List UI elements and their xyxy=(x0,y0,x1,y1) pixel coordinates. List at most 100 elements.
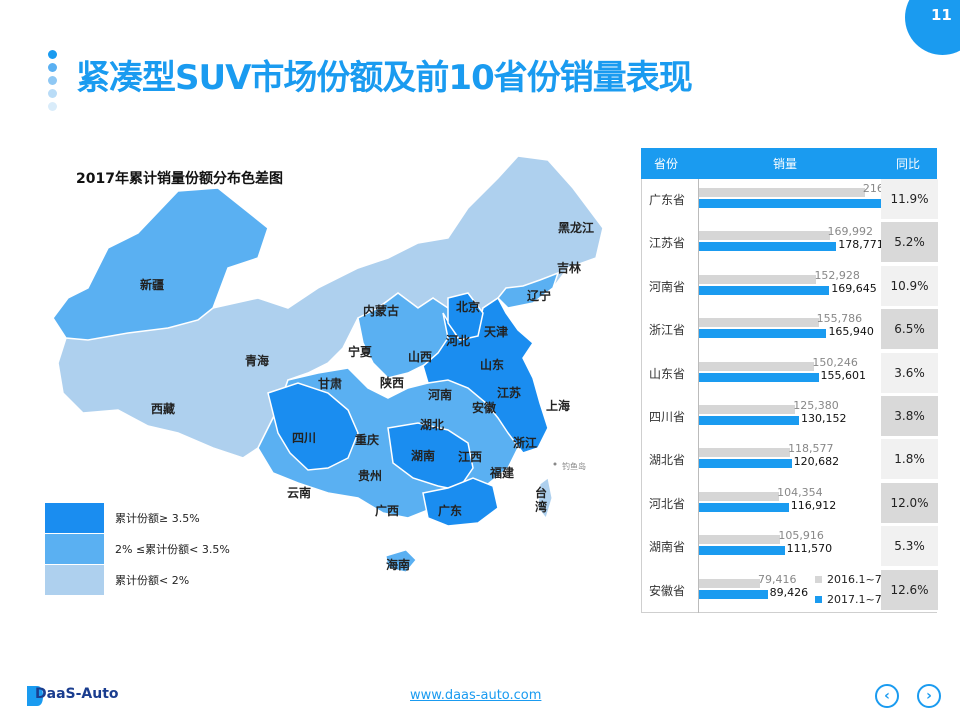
map-label: 江苏 xyxy=(497,386,522,400)
table-header: 省份 销量 同比 xyxy=(641,148,937,179)
map-region-hainan xyxy=(385,549,417,573)
bar-legend-2016: 2016.1~7 xyxy=(815,569,882,589)
legend-item: 累计份额< 2% xyxy=(45,565,230,595)
row-yoy: 3.6% xyxy=(881,352,938,393)
table-row: 浙江省 155,786 165,940 6.5% xyxy=(642,309,938,352)
row-yoy: 11.9% xyxy=(881,179,938,219)
row-yoy: 6.5% xyxy=(881,309,938,350)
value-2017: 155,601 xyxy=(820,368,867,382)
table-row: 湖北省 118,577 120,682 1.8% xyxy=(642,439,938,482)
bar-2017 xyxy=(699,416,799,425)
china-map xyxy=(52,155,604,573)
table-row: 湖南省 105,916 111,570 5.3% xyxy=(642,526,938,569)
table-row: 广东省216,033241,66511.9% xyxy=(642,179,938,222)
bar-2016 xyxy=(699,274,817,284)
map-region-high-sichuan xyxy=(267,382,359,471)
value-2017: 178,771 xyxy=(838,238,884,252)
value-2016: 152,928 xyxy=(814,268,860,282)
value-2016: 105,916 xyxy=(778,529,824,543)
page-number: 11 xyxy=(931,6,952,24)
table-row: 安徽省 79,416 89,426 12.6% xyxy=(642,569,938,613)
bar-2016 xyxy=(699,578,760,588)
header-volume: 销量 xyxy=(772,157,797,171)
value-2016: 104,354 xyxy=(777,485,823,499)
value-2016: 155,786 xyxy=(816,312,863,326)
map-region-high-guangdong xyxy=(422,477,499,527)
map-label: 广东 xyxy=(438,504,463,518)
row-province: 山东省 xyxy=(648,366,685,381)
map-region-taiwan xyxy=(537,477,553,520)
row-province: 四川省 xyxy=(648,410,685,424)
map-label: 辽宁 xyxy=(527,289,552,303)
map-region-mid-xinjiang xyxy=(52,187,269,341)
row-province: 河南省 xyxy=(648,279,685,294)
title-dots-icon xyxy=(48,50,60,115)
logo-text: DaaS-Auto xyxy=(35,686,119,702)
map-label: 山西 xyxy=(408,350,433,364)
value-2016: 169,992 xyxy=(827,225,874,239)
map-label: 山东 xyxy=(480,358,505,372)
bar-2017 xyxy=(699,589,768,599)
map-label: 陕西 xyxy=(380,376,405,390)
website-link[interactable]: www.daas-auto.com xyxy=(410,688,542,703)
value-2016: 118,577 xyxy=(788,442,834,456)
row-province: 湖南省 xyxy=(648,540,685,555)
map-label: 天津 xyxy=(484,325,509,339)
table-row: 四川省 125,380 130,152 3.8% xyxy=(642,396,938,439)
map-label: 新疆 xyxy=(140,278,165,292)
value-2016: 79,416 xyxy=(757,572,797,586)
map-label: 重庆 xyxy=(355,433,380,447)
legend-label: 累计份额≥ 3.5% xyxy=(115,512,200,525)
map-label: 四川 xyxy=(292,431,317,445)
bar-2016 xyxy=(699,448,791,458)
bar-2016 xyxy=(699,405,796,414)
bar-2017 xyxy=(699,242,837,252)
map-label: 北京 xyxy=(456,300,481,314)
bar-2017 xyxy=(699,329,827,339)
row-yoy: 5.2% xyxy=(881,222,938,263)
value-2017: 116,912 xyxy=(790,498,837,512)
bar-2016 xyxy=(699,318,819,328)
bar-legend-2016-label: 2016.1~7 xyxy=(827,572,882,586)
map-label: 甘肃 xyxy=(318,377,343,391)
map-label: 宁夏 xyxy=(348,345,373,359)
value-2017: 130,152 xyxy=(800,412,847,425)
row-province: 河北省 xyxy=(648,496,685,511)
row-province: 江苏省 xyxy=(648,236,685,251)
value-2017: 169,645 xyxy=(831,281,877,295)
map-label: 上海 xyxy=(546,399,571,413)
row-province: 安徽省 xyxy=(648,583,685,598)
bar-2017 xyxy=(699,502,789,512)
legend-label: 累计份额< 2% xyxy=(115,574,190,587)
map-label: 江西 xyxy=(458,450,483,464)
header-province: 省份 xyxy=(653,157,678,171)
value-2017: 120,682 xyxy=(793,455,840,469)
map-label: 青海 xyxy=(245,354,270,368)
row-yoy: 10.9% xyxy=(881,265,938,306)
legend-swatch xyxy=(45,503,104,533)
map-label: 台湾 xyxy=(535,486,548,514)
map-region-mid-liaoning xyxy=(496,271,560,309)
prev-page-button[interactable]: ‹ xyxy=(875,684,899,708)
map-label: 河南 xyxy=(428,388,453,402)
legend-swatch xyxy=(45,534,104,564)
legend-item: 累计份额≥ 3.5% xyxy=(45,503,230,533)
value-2016: 125,380 xyxy=(793,399,839,412)
map-legend: 累计份额≥ 3.5% 2% ≤累计份额< 3.5% 累计份额< 2% xyxy=(45,503,230,596)
map-label: 内蒙古 xyxy=(363,304,400,318)
table-row: 河北省 104,354 116,912 12.0% xyxy=(642,482,938,526)
table-row: 山东省 150,246 155,601 3.6% xyxy=(642,352,938,396)
bar-2016 xyxy=(699,188,865,197)
map-label: 钓鱼岛 xyxy=(562,462,586,471)
page-title: 紧凑型SUV市场份额及前10省份销量表现 xyxy=(76,58,693,98)
bar-legend-2017: 2017.1~7 xyxy=(815,589,882,609)
volume-axis xyxy=(698,179,699,613)
bar-2016 xyxy=(699,231,830,241)
map-label: 黑龙江 xyxy=(558,221,595,235)
bar-2017 xyxy=(699,459,792,469)
bar-legend-2017-label: 2017.1~7 xyxy=(827,592,882,606)
next-page-button[interactable]: › xyxy=(917,684,941,708)
legend-swatch xyxy=(45,565,104,595)
bar-2016 xyxy=(699,491,780,501)
map-label: 福建 xyxy=(490,466,515,480)
